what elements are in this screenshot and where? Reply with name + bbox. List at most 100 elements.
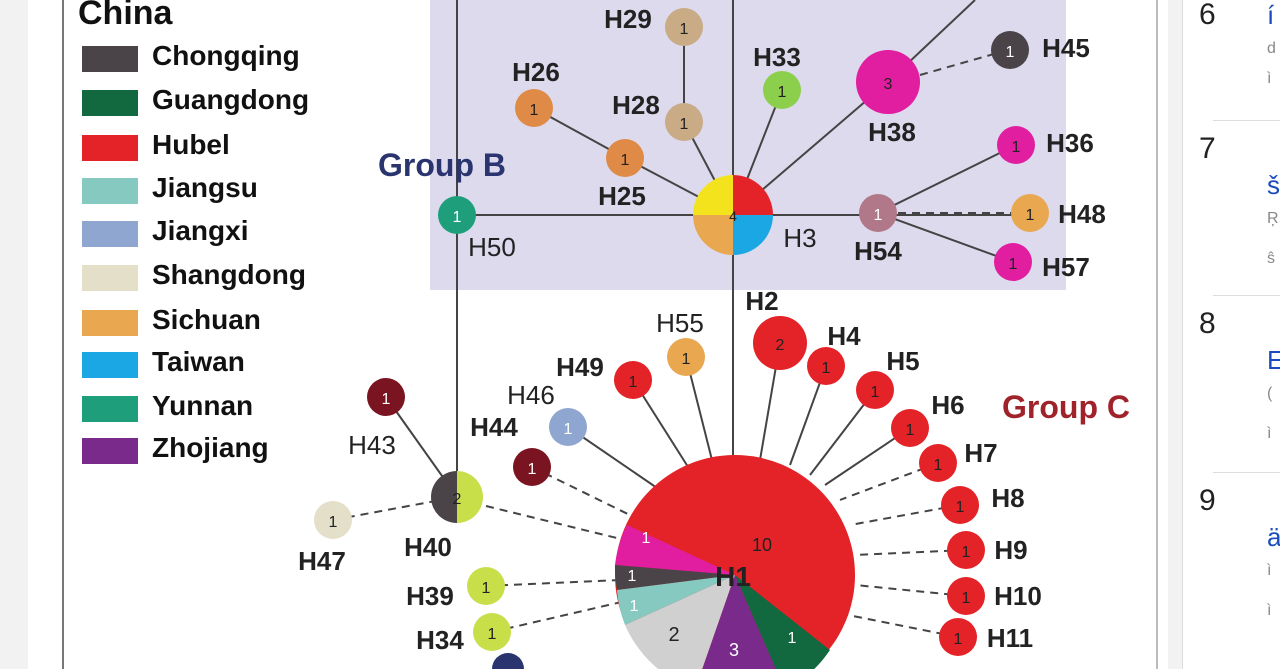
node-h9 <box>947 531 985 569</box>
figure-frame <box>62 0 1158 669</box>
sidebar-item-link[interactable]: ä <box>1267 522 1280 552</box>
label-h46: H46 <box>507 380 555 410</box>
label-h43: H43 <box>348 430 396 460</box>
node-h44-count: 1 <box>528 461 537 478</box>
legend-label: Yunnan <box>152 390 254 421</box>
node-h7 <box>919 444 957 482</box>
node-h1-count-teal: 1 <box>630 598 639 615</box>
sidebar-divider <box>1213 472 1280 473</box>
node-h48 <box>1011 194 1049 232</box>
node-h11 <box>939 618 977 656</box>
sidebar-item-meta: ì <box>1267 602 1272 619</box>
label-h9: H9 <box>994 535 1027 565</box>
label-h44: H44 <box>470 412 518 442</box>
node-h25-count: 1 <box>621 152 630 169</box>
node-h29-count: 1 <box>680 21 689 38</box>
node-h4 <box>807 347 845 385</box>
label-h33: H33 <box>753 42 801 72</box>
label-h45: H45 <box>1042 33 1090 63</box>
node-h1-count-pink: 1 <box>642 530 651 547</box>
label-h6: H6 <box>931 390 964 420</box>
label-h55: H55 <box>656 308 704 338</box>
sidebar-divider <box>1213 295 1280 296</box>
node-h8 <box>941 486 979 524</box>
node-h3 <box>693 175 773 255</box>
node-h26-count: 1 <box>530 102 539 119</box>
node-h45-count: 1 <box>1006 44 1015 61</box>
node-h6-count: 1 <box>906 422 915 439</box>
node-h40 <box>431 471 483 523</box>
label-h29: H29 <box>604 4 652 34</box>
label-h3: H3 <box>783 223 816 253</box>
node-h47-count: 1 <box>329 514 338 531</box>
legend-swatch <box>82 438 138 464</box>
node-h46 <box>549 408 587 446</box>
node-h33 <box>763 71 801 109</box>
node-h47 <box>314 501 352 539</box>
node-h26 <box>515 89 553 127</box>
node-h44 <box>513 448 551 486</box>
node-h7-count: 1 <box>934 457 943 474</box>
group-c-label: Group C <box>1002 389 1130 425</box>
node-h1-count-purple: 3 <box>729 640 739 660</box>
node-h1-count-dark: 1 <box>628 568 637 585</box>
legend-swatch <box>82 396 138 422</box>
node-h39 <box>467 567 505 605</box>
legend-label: Guangdong <box>152 84 310 115</box>
label-h28: H28 <box>612 90 660 120</box>
sidebar-item-number: 6 <box>1199 0 1216 31</box>
legend-label: Jiangxi <box>152 215 249 246</box>
label-h50: H50 <box>468 232 516 262</box>
legend-swatch <box>82 46 138 72</box>
node-h5 <box>856 371 894 409</box>
sidebar-item-meta: ŝ <box>1267 250 1275 267</box>
label-h49: H49 <box>556 352 604 382</box>
sidebar-item-number: 7 <box>1199 132 1216 165</box>
node-h55 <box>667 338 705 376</box>
node-h2-count: 2 <box>776 337 785 354</box>
sidebar-item-number: 9 <box>1199 484 1216 517</box>
node-h10-count: 1 <box>962 590 971 607</box>
legend-label: Jiangsu <box>152 172 258 203</box>
legend-label: Chongqing <box>152 40 300 71</box>
sidebar-item-link[interactable]: š <box>1267 170 1280 200</box>
node-h46-count: 1 <box>564 421 573 438</box>
label-h34: H34 <box>416 625 464 655</box>
node-h54 <box>859 194 897 232</box>
legend-swatch <box>82 178 138 204</box>
node-h50 <box>438 196 476 234</box>
sidebar-item-link[interactable]: í <box>1267 0 1275 30</box>
node-h8-count: 1 <box>956 499 965 516</box>
label-h57: H57 <box>1042 252 1090 282</box>
node-h38-count: 3 <box>884 76 893 93</box>
node-h39-count: 1 <box>482 580 491 597</box>
node-h48-count: 1 <box>1026 207 1035 224</box>
label-h48: H48 <box>1058 199 1106 229</box>
node-h28 <box>665 103 703 141</box>
node-h1-count-main: 10 <box>752 535 772 555</box>
legend-swatch <box>82 90 138 116</box>
node-h11-count: 1 <box>954 631 963 648</box>
label-h8: H8 <box>991 483 1024 513</box>
sidebar-item-meta: ì <box>1267 562 1272 579</box>
legend-swatch <box>82 135 138 161</box>
label-h25: H25 <box>598 181 646 211</box>
node-h1-count-green: 1 <box>788 630 797 647</box>
group-b-label: Group B <box>378 147 506 183</box>
node-h50-count: 1 <box>453 209 462 226</box>
node-h36 <box>997 126 1035 164</box>
node-h10 <box>947 577 985 615</box>
node-h57 <box>994 243 1032 281</box>
sidebar-divider <box>1213 120 1280 121</box>
legend-swatch <box>82 310 138 336</box>
label-h4: H4 <box>827 321 861 351</box>
node-h28-count: 1 <box>680 116 689 133</box>
label-h2: H2 <box>745 286 778 316</box>
sidebar-item-link[interactable]: E <box>1267 345 1280 375</box>
node-h55-count: 1 <box>682 351 691 368</box>
label-h5: H5 <box>886 346 919 376</box>
sidebar-item-meta: ì <box>1267 425 1272 442</box>
node-h33-count: 1 <box>778 84 787 101</box>
label-h39: H39 <box>406 581 454 611</box>
